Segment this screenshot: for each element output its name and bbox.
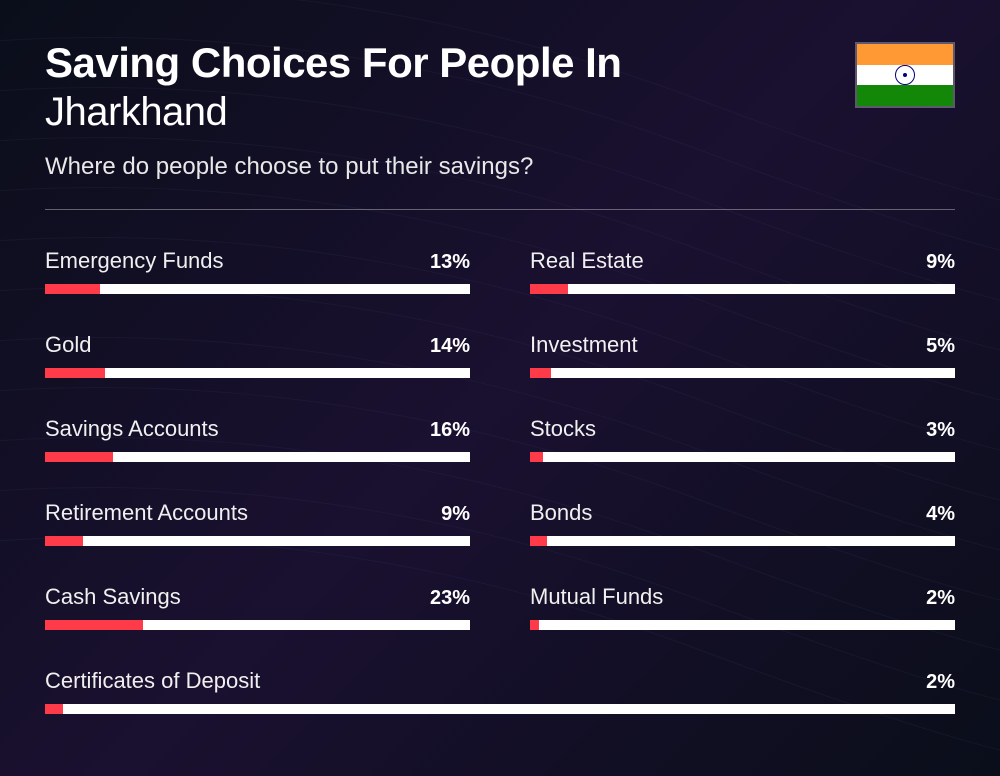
bar-track	[45, 536, 470, 546]
bar-track	[530, 620, 955, 630]
bar-label: Mutual Funds	[530, 584, 663, 610]
bar-label: Cash Savings	[45, 584, 181, 610]
bar-value: 23%	[430, 587, 470, 610]
bar-value: 2%	[926, 671, 955, 694]
chart-grid: Emergency Funds 13% Real Estate 9% Gold …	[45, 248, 955, 714]
bar-item: Gold 14%	[45, 332, 470, 378]
bar-track	[530, 284, 955, 294]
flag-stripe-green	[857, 85, 953, 106]
bar-fill	[530, 620, 539, 630]
bar-label: Certificates of Deposit	[45, 668, 260, 694]
bar-fill	[45, 536, 83, 546]
bar-item: Mutual Funds 2%	[530, 584, 955, 630]
bar-value: 13%	[430, 251, 470, 274]
bar-item: Stocks 3%	[530, 416, 955, 462]
bar-fill	[530, 536, 547, 546]
india-flag-icon	[855, 42, 955, 108]
bar-value: 16%	[430, 419, 470, 442]
bar-fill	[530, 452, 543, 462]
bar-item-full: Certificates of Deposit 2%	[45, 668, 955, 714]
flag-chakra-icon	[895, 65, 915, 85]
bar-item: Savings Accounts 16%	[45, 416, 470, 462]
bar-item: Bonds 4%	[530, 500, 955, 546]
bar-label: Bonds	[530, 500, 592, 526]
bar-fill	[45, 620, 143, 630]
flag-stripe-white	[857, 65, 953, 86]
title-line1: Saving Choices For People In	[45, 40, 955, 86]
bar-value: 9%	[441, 503, 470, 526]
bar-label: Stocks	[530, 416, 596, 442]
bar-label: Retirement Accounts	[45, 500, 248, 526]
bar-value: 4%	[926, 503, 955, 526]
bar-value: 3%	[926, 419, 955, 442]
bar-value: 5%	[926, 335, 955, 358]
bar-fill	[530, 284, 568, 294]
bar-fill	[45, 284, 100, 294]
bar-item: Real Estate 9%	[530, 248, 955, 294]
flag-stripe-saffron	[857, 44, 953, 65]
bar-item: Emergency Funds 13%	[45, 248, 470, 294]
bar-track	[530, 452, 955, 462]
bar-item: Investment 5%	[530, 332, 955, 378]
bar-fill	[45, 452, 113, 462]
title-region: Jharkhand	[45, 90, 955, 135]
bar-track	[530, 368, 955, 378]
bar-track	[530, 536, 955, 546]
bar-track	[45, 452, 470, 462]
divider	[45, 209, 955, 210]
bar-item: Retirement Accounts 9%	[45, 500, 470, 546]
bar-track	[45, 284, 470, 294]
subtitle: Where do people choose to put their savi…	[45, 153, 955, 181]
bar-track	[45, 368, 470, 378]
bar-label: Real Estate	[530, 248, 644, 274]
bar-fill	[45, 704, 63, 714]
bar-label: Savings Accounts	[45, 416, 219, 442]
bar-item: Cash Savings 23%	[45, 584, 470, 630]
bar-fill	[530, 368, 551, 378]
bar-fill	[45, 368, 105, 378]
bar-label: Emergency Funds	[45, 248, 224, 274]
bar-value: 2%	[926, 587, 955, 610]
header: Saving Choices For People In Jharkhand W…	[45, 40, 955, 181]
bar-value: 9%	[926, 251, 955, 274]
bar-label: Gold	[45, 332, 91, 358]
bar-label: Investment	[530, 332, 638, 358]
bar-track	[45, 704, 955, 714]
bar-track	[45, 620, 470, 630]
bar-value: 14%	[430, 335, 470, 358]
